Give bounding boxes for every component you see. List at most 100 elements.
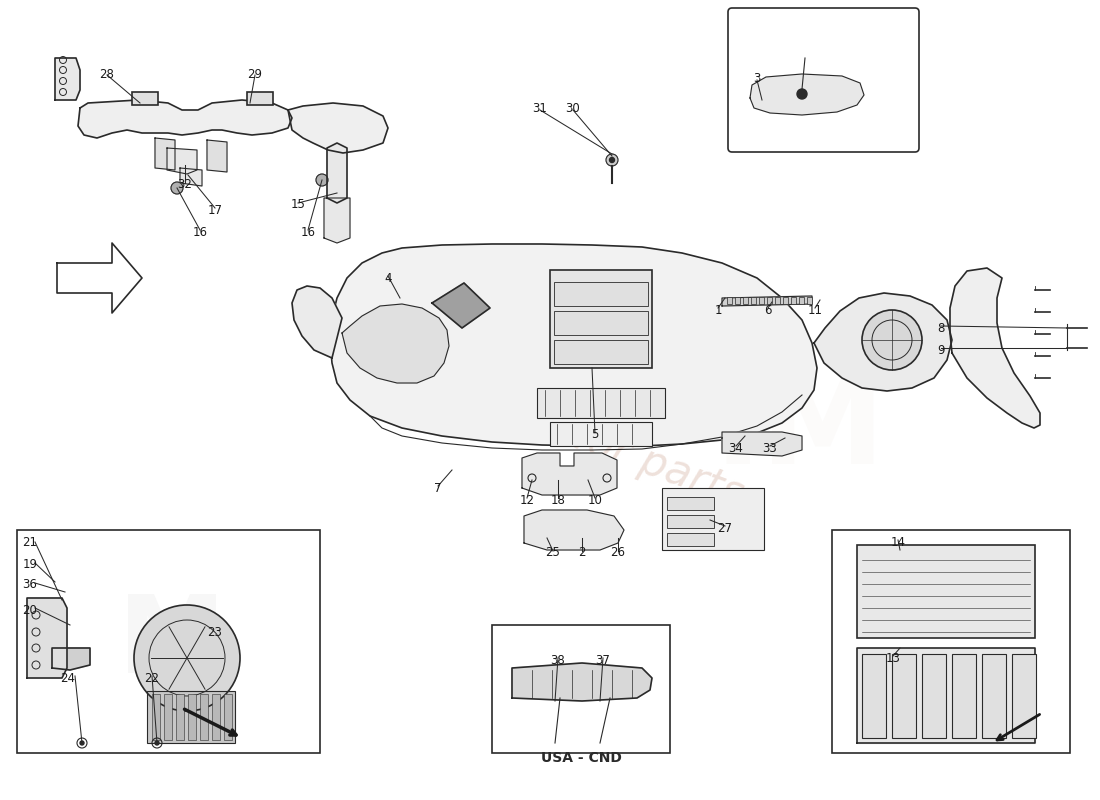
- Text: a passion for parts: a passion for parts: [371, 344, 749, 516]
- Text: 19: 19: [22, 558, 37, 571]
- Bar: [727, 297, 732, 304]
- Bar: [892, 654, 916, 738]
- Bar: [832, 530, 1070, 753]
- Polygon shape: [180, 168, 202, 186]
- Text: 36: 36: [23, 578, 37, 591]
- Bar: [667, 497, 714, 510]
- Polygon shape: [950, 268, 1040, 428]
- Text: 23: 23: [208, 626, 222, 639]
- Polygon shape: [52, 648, 90, 670]
- Polygon shape: [857, 648, 1035, 743]
- Polygon shape: [327, 143, 346, 203]
- Circle shape: [170, 182, 183, 194]
- Polygon shape: [57, 243, 142, 313]
- Text: 4: 4: [384, 271, 392, 285]
- Text: 3: 3: [754, 71, 761, 85]
- Bar: [751, 297, 756, 304]
- Text: 13: 13: [886, 651, 901, 665]
- Bar: [224, 694, 232, 740]
- Text: 6: 6: [764, 303, 772, 317]
- Text: 7: 7: [434, 482, 442, 494]
- Circle shape: [80, 741, 84, 745]
- Polygon shape: [292, 286, 342, 358]
- Polygon shape: [155, 138, 175, 170]
- Text: 1: 1: [714, 303, 722, 317]
- Bar: [492, 625, 670, 753]
- Bar: [147, 691, 235, 743]
- Bar: [799, 297, 804, 304]
- Text: 11: 11: [807, 303, 823, 317]
- Bar: [783, 297, 788, 304]
- Text: 14: 14: [891, 535, 905, 549]
- Text: 28: 28: [100, 69, 114, 82]
- Bar: [16, 530, 320, 753]
- Circle shape: [155, 741, 160, 745]
- Bar: [176, 694, 184, 740]
- Polygon shape: [330, 244, 817, 446]
- Text: 29: 29: [248, 69, 263, 82]
- Text: 31: 31: [532, 102, 548, 114]
- Bar: [554, 282, 648, 306]
- Text: 15: 15: [290, 198, 306, 211]
- Bar: [759, 297, 764, 304]
- Polygon shape: [512, 663, 652, 701]
- Text: 16: 16: [300, 226, 316, 238]
- Polygon shape: [207, 140, 227, 172]
- Bar: [554, 340, 648, 364]
- Bar: [550, 422, 652, 446]
- Circle shape: [316, 174, 328, 186]
- FancyBboxPatch shape: [728, 8, 918, 152]
- Text: 27: 27: [717, 522, 733, 534]
- Text: 22: 22: [144, 671, 159, 685]
- Polygon shape: [55, 58, 80, 100]
- Text: 20: 20: [23, 603, 37, 617]
- Bar: [248, 92, 273, 105]
- Polygon shape: [722, 432, 802, 456]
- Text: 34: 34: [728, 442, 744, 454]
- Text: IM: IM: [715, 370, 886, 490]
- Text: 10: 10: [587, 494, 603, 506]
- Polygon shape: [522, 453, 617, 495]
- Bar: [767, 297, 772, 304]
- Bar: [554, 311, 648, 335]
- Bar: [537, 388, 666, 418]
- Bar: [188, 694, 196, 740]
- Text: 17: 17: [208, 203, 222, 217]
- Text: 16: 16: [192, 226, 208, 238]
- Bar: [200, 694, 208, 740]
- Polygon shape: [432, 283, 490, 328]
- Text: 9: 9: [937, 343, 945, 357]
- Circle shape: [798, 89, 807, 99]
- Polygon shape: [750, 74, 864, 115]
- Text: 32: 32: [177, 178, 192, 191]
- Text: 30: 30: [565, 102, 581, 114]
- Text: 38: 38: [551, 654, 565, 666]
- Circle shape: [862, 310, 922, 370]
- Text: 24: 24: [60, 671, 76, 685]
- Bar: [922, 654, 946, 738]
- Text: USA - CND: USA - CND: [540, 751, 622, 765]
- Text: 5: 5: [592, 429, 598, 442]
- Bar: [667, 533, 714, 546]
- Bar: [742, 297, 748, 304]
- Bar: [735, 297, 740, 304]
- Bar: [212, 694, 220, 740]
- Bar: [857, 545, 1035, 638]
- Bar: [662, 488, 764, 550]
- Circle shape: [609, 158, 615, 162]
- Bar: [776, 297, 780, 304]
- Circle shape: [606, 154, 618, 166]
- Bar: [152, 694, 160, 740]
- Polygon shape: [814, 293, 952, 391]
- Text: 26: 26: [610, 546, 626, 559]
- Text: 2: 2: [579, 546, 585, 559]
- Bar: [807, 297, 812, 304]
- Text: 33: 33: [762, 442, 778, 454]
- Bar: [952, 654, 976, 738]
- Bar: [791, 297, 796, 304]
- Polygon shape: [167, 148, 197, 174]
- Polygon shape: [288, 103, 388, 153]
- Text: 21: 21: [22, 535, 37, 549]
- Text: 37: 37: [595, 654, 610, 666]
- Polygon shape: [324, 198, 350, 243]
